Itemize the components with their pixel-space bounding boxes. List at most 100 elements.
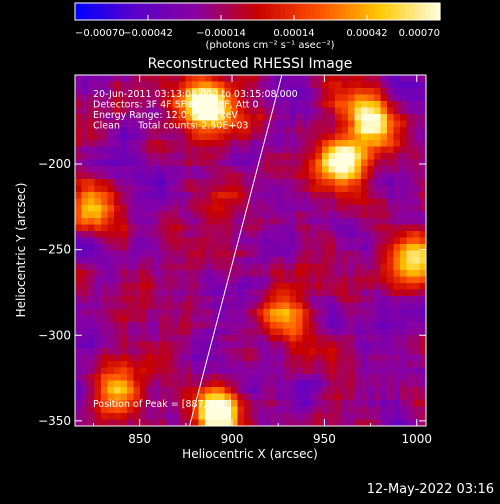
heatmap-cell [140, 374, 147, 381]
heatmap-cell [413, 146, 420, 154]
colorbar-tick-label: 0.00014 [273, 28, 314, 39]
heatmap-cell [341, 127, 349, 134]
x-tick-label: 1000 [401, 432, 432, 446]
heatmap-cell [211, 354, 219, 362]
heatmap-cell [107, 400, 115, 407]
heatmap-cell [172, 374, 180, 381]
heatmap-cell [120, 270, 128, 277]
heatmap-cell [244, 140, 251, 147]
heatmap-cell [127, 205, 134, 212]
heatmap-cell [133, 250, 141, 258]
heatmap-cell [328, 270, 336, 277]
heatmap-cell [361, 81, 368, 89]
heatmap-cell [192, 328, 199, 336]
heatmap-cell [231, 400, 238, 407]
heatmap-cell [387, 75, 394, 82]
heatmap-cell [94, 380, 102, 388]
heatmap-cell [250, 192, 258, 199]
heatmap-cell [185, 367, 193, 375]
heatmap-cell [172, 127, 180, 134]
heatmap-cell [400, 348, 407, 355]
heatmap-cell [276, 315, 284, 323]
heatmap-cell [341, 179, 349, 186]
heatmap-cell [393, 328, 401, 336]
heatmap-cell [179, 218, 186, 225]
heatmap-cell [146, 270, 154, 277]
heatmap-cell [309, 276, 316, 284]
heatmap-cell [257, 81, 264, 89]
heatmap-cell [374, 81, 381, 89]
heatmap-cell [393, 335, 401, 342]
heatmap-cell [296, 263, 303, 271]
heatmap-cell [133, 335, 141, 342]
heatmap-cell [419, 133, 426, 141]
heatmap-cell [296, 127, 303, 134]
heatmap-cell [114, 250, 121, 258]
heatmap-cell [374, 328, 381, 336]
heatmap-cell [218, 153, 225, 160]
heatmap-cell [88, 335, 95, 342]
heatmap-cell [309, 140, 316, 147]
heatmap-cell [393, 166, 401, 173]
heatmap-cell [211, 361, 219, 368]
colorbar-cell [425, 3, 431, 20]
heatmap-cell [75, 302, 82, 310]
heatmap-cell [179, 367, 186, 375]
heatmap-cell [159, 413, 167, 420]
colorbar-cell [330, 3, 336, 20]
heatmap-cell [140, 140, 147, 147]
heatmap-cell [361, 185, 368, 193]
heatmap-cell [309, 192, 316, 199]
heatmap-cell [354, 237, 362, 245]
colorbar-cell [185, 3, 191, 20]
heatmap-cell [81, 75, 89, 82]
heatmap-cell [413, 140, 420, 147]
heatmap-cell [328, 140, 336, 147]
heatmap-cell [263, 94, 271, 102]
heatmap-cell [328, 133, 336, 141]
heatmap-cell [81, 153, 89, 160]
heatmap-cell [283, 315, 290, 323]
heatmap-cell [179, 75, 186, 82]
heatmap-cell [315, 250, 323, 258]
heatmap-cell [224, 309, 232, 316]
heatmap-cell [296, 237, 303, 245]
heatmap-cell [127, 237, 134, 245]
heatmap-cell [367, 283, 375, 290]
heatmap-cell [244, 348, 251, 355]
heatmap-cell [244, 153, 251, 160]
heatmap-cell [270, 224, 277, 232]
heatmap-cell [341, 296, 349, 303]
heatmap-cell [146, 88, 154, 95]
heatmap-cell [211, 263, 219, 271]
heatmap-cell [374, 380, 381, 388]
heatmap-cell [198, 185, 206, 193]
heatmap-cell [263, 322, 271, 329]
heatmap-cell [146, 257, 154, 264]
colorbar-cell [170, 3, 176, 20]
heatmap-cell [393, 374, 401, 381]
heatmap-cell [179, 322, 186, 329]
heatmap-cell [88, 198, 95, 206]
heatmap-cell [107, 315, 115, 323]
heatmap-cell [185, 94, 193, 102]
heatmap-cell [341, 211, 349, 219]
heatmap-cell [198, 296, 206, 303]
heatmap-cell [387, 133, 394, 141]
heatmap-cell [361, 374, 368, 381]
heatmap-cell [81, 283, 89, 290]
heatmap-cell [211, 270, 219, 277]
heatmap-cell [367, 224, 375, 232]
heatmap-cell [231, 419, 238, 426]
heatmap-cell [120, 172, 128, 180]
heatmap-cell [133, 172, 141, 180]
heatmap-cell [127, 114, 134, 121]
heatmap-cell [153, 393, 160, 401]
heatmap-cell [133, 185, 141, 193]
heatmap-cell [367, 335, 375, 342]
heatmap-cell [198, 387, 206, 394]
heatmap-cell [211, 231, 219, 238]
heatmap-cell [101, 380, 108, 388]
heatmap-cell [309, 88, 316, 95]
heatmap-cell [88, 309, 95, 316]
